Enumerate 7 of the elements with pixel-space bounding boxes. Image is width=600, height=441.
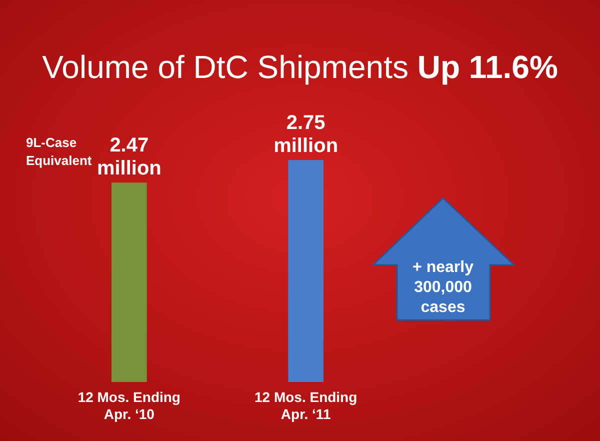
text: + nearly 300,000 cases (412, 259, 474, 316)
chart-title: Volume of DtC Shipments Up 11.6% (42, 49, 558, 85)
data-label: 2.75 million (274, 112, 338, 157)
data-label: 2.47 million (96, 134, 162, 180)
x-tick-label: 12 Mos. Ending Apr. ‘10 (78, 389, 181, 422)
y-axis-title: 9L-Case Equivalent (26, 135, 92, 168)
x-tick-label: 12 Mos. Ending Apr. ‘11 (254, 389, 358, 422)
